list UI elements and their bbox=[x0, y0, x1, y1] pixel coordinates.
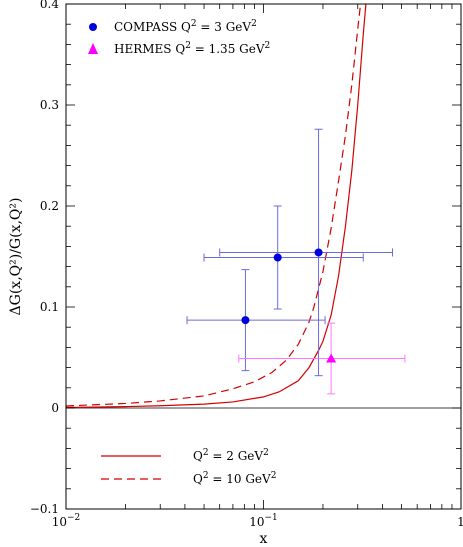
legend-q-value: = 10 GeV bbox=[209, 472, 271, 486]
x-tick-exponent: −1 bbox=[265, 513, 278, 523]
x-tick-label: 10−1 bbox=[249, 513, 278, 529]
legend-top-entry: COMPASS Q2 = 3 GeV2 bbox=[114, 19, 257, 34]
y-tick-label: 0.4 bbox=[40, 0, 59, 11]
legend-q-exponent: 2 bbox=[191, 19, 197, 29]
legend-q-exponent: 2 bbox=[185, 41, 191, 51]
y-tick-label: 0.3 bbox=[40, 98, 59, 112]
data-point-compass bbox=[203, 205, 364, 310]
x-tick-label: 1 bbox=[457, 515, 463, 529]
curve-q2-2 bbox=[66, 4, 367, 409]
x-axis-label: x bbox=[260, 531, 268, 547]
circle-marker bbox=[314, 248, 323, 257]
x-tick-base: 1 bbox=[457, 515, 463, 529]
circle-marker bbox=[241, 316, 250, 325]
x-tick-base: 10 bbox=[249, 515, 264, 529]
x-tick-exponent: −2 bbox=[67, 513, 80, 523]
plot-frame bbox=[65, 3, 462, 510]
axis-ticks: 10−2 10−1 1−0.100.10.20.30.4 bbox=[30, 0, 463, 529]
legend-q-exponent: 2 bbox=[203, 448, 209, 458]
legend-unit-exponent: 2 bbox=[263, 448, 269, 458]
data-points bbox=[186, 128, 406, 395]
legend-unit-exponent: 2 bbox=[265, 41, 271, 51]
legend-q-value: = 3 GeV bbox=[197, 20, 252, 34]
legend-unit-exponent: 2 bbox=[251, 19, 257, 29]
legend-series-name: COMPASS bbox=[114, 20, 181, 34]
legend-top-entry: HERMES Q2 = 1.35 GeV2 bbox=[114, 41, 270, 56]
x-tick-base: 10 bbox=[52, 515, 67, 529]
triangle-marker bbox=[326, 353, 337, 363]
legend-bottom-entry: Q2 = 10 GeV2 bbox=[193, 471, 276, 486]
legend-q-symbol: Q bbox=[193, 449, 203, 463]
data-point-compass bbox=[186, 269, 326, 372]
y-tick-label: 0.1 bbox=[40, 300, 59, 314]
y-tick-label: 0 bbox=[51, 401, 59, 415]
y-axis-label: ΔG(x,Q²)/G(x,Q²) bbox=[8, 198, 24, 316]
legend-bottom-entry: Q2 = 2 GeV2 bbox=[193, 448, 269, 463]
legend-hermes-marker bbox=[88, 43, 98, 54]
y-tick-label: −0.1 bbox=[30, 502, 59, 516]
x-tick-label: 10−2 bbox=[52, 513, 81, 529]
curve-q2-10 bbox=[66, 4, 362, 407]
data-point-hermes bbox=[238, 322, 406, 395]
legend-q-symbol: Q bbox=[181, 20, 191, 34]
legend-unit-exponent: 2 bbox=[271, 471, 277, 481]
circle-marker bbox=[273, 253, 282, 262]
legend-compass-marker bbox=[89, 23, 97, 31]
legend-q-value: = 1.35 GeV bbox=[191, 42, 265, 56]
plot-border bbox=[65, 3, 462, 510]
axis-titles: x ΔG(x,Q²)/G(x,Q²) bbox=[8, 198, 268, 547]
y-tick-label: 0.2 bbox=[40, 199, 59, 213]
legend-q-symbol: Q bbox=[193, 472, 203, 486]
legend-q-value: = 2 GeV bbox=[209, 449, 264, 463]
data-point-compass bbox=[219, 128, 394, 377]
legend-q-exponent: 2 bbox=[203, 471, 209, 481]
theory-curves bbox=[66, 4, 367, 409]
legend-series-name: HERMES bbox=[114, 42, 175, 56]
legend-q-symbol: Q bbox=[175, 42, 185, 56]
